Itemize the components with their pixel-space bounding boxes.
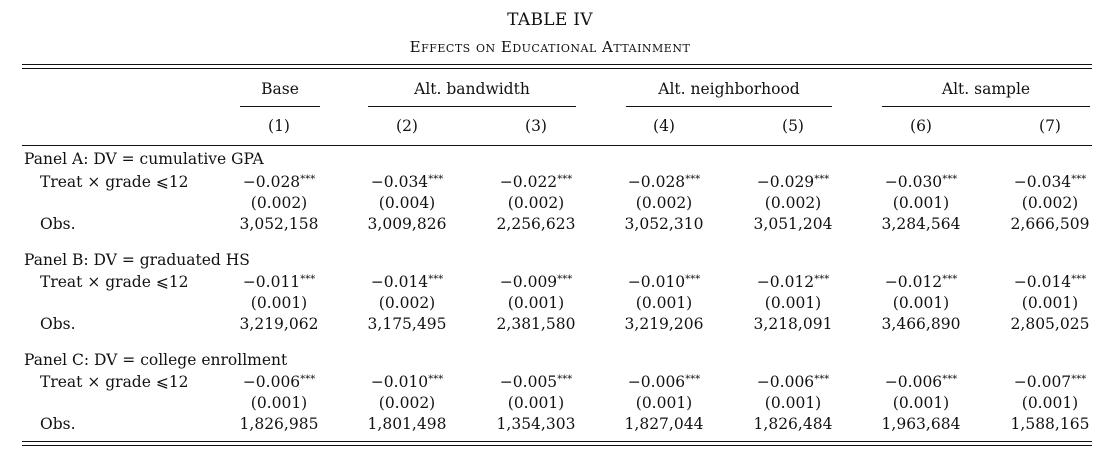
coef-cell: −0.009***	[499, 273, 573, 291]
panel-b-label: Panel B: DV = graduated HS	[24, 251, 250, 269]
obs-cell: 3,052,310	[624, 215, 704, 233]
se-cell: (0.002)	[378, 294, 436, 312]
coef-cell: −0.011***	[242, 273, 316, 291]
panel-b-treat-label: Treat × grade ⩽12	[40, 273, 189, 291]
se-cell: (0.002)	[507, 194, 565, 212]
se-cell: (0.002)	[635, 194, 693, 212]
coef-cell: −0.028***	[627, 173, 701, 191]
table-title: TABLE IV	[507, 10, 593, 30]
coef-cell: −0.034***	[1013, 173, 1087, 191]
top-rule-2	[22, 68, 1092, 69]
coef-cell: −0.006***	[627, 373, 701, 391]
panel-a-obs-label: Obs.	[40, 215, 76, 233]
column-number: (3)	[525, 117, 547, 135]
column-number: (2)	[396, 117, 418, 135]
obs-cell: 1,826,985	[239, 415, 319, 433]
obs-cell: 3,009,826	[367, 215, 447, 233]
coef-cell: −0.006***	[884, 373, 958, 391]
coef-cell: −0.007***	[1013, 373, 1087, 391]
obs-cell: 1,588,165	[1010, 415, 1090, 433]
obs-cell: 2,256,623	[496, 215, 576, 233]
group-line-alt-neighborhood	[626, 106, 832, 107]
group-head-alt-sample: Alt. sample	[941, 80, 1031, 98]
se-cell: (0.001)	[635, 294, 693, 312]
se-cell: (0.001)	[892, 394, 950, 412]
obs-cell: 1,801,498	[367, 415, 447, 433]
group-head-base: Base	[261, 80, 299, 98]
coef-cell: −0.010***	[627, 273, 701, 291]
coef-cell: −0.030***	[884, 173, 958, 191]
coef-cell: −0.006***	[242, 373, 316, 391]
se-cell: (0.001)	[507, 394, 565, 412]
obs-cell: 3,219,062	[239, 315, 319, 333]
se-cell: (0.001)	[250, 394, 308, 412]
coef-cell: −0.029***	[756, 173, 830, 191]
panel-c-treat-label: Treat × grade ⩽12	[40, 373, 189, 391]
obs-cell: 1,963,684	[881, 415, 961, 433]
coef-cell: −0.010***	[370, 373, 444, 391]
se-cell: (0.001)	[764, 394, 822, 412]
coef-cell: −0.012***	[756, 273, 830, 291]
se-cell: (0.002)	[1021, 194, 1079, 212]
group-head-alt-bandwidth: Alt. bandwidth	[414, 80, 530, 98]
column-number: (7)	[1039, 117, 1061, 135]
group-line-alt-bandwidth	[368, 106, 576, 107]
obs-cell: 3,052,158	[239, 215, 319, 233]
se-cell: (0.001)	[892, 194, 950, 212]
coef-cell: −0.034***	[370, 173, 444, 191]
panel-c-obs-label: Obs.	[40, 415, 76, 433]
obs-cell: 1,354,303	[496, 415, 576, 433]
coef-cell: −0.006***	[756, 373, 830, 391]
column-number: (4)	[653, 117, 675, 135]
panel-a-treat-label: Treat × grade ⩽12	[40, 173, 189, 191]
se-cell: (0.001)	[507, 294, 565, 312]
se-cell: (0.004)	[378, 194, 436, 212]
se-cell: (0.001)	[764, 294, 822, 312]
table-subtitle: Effects on Educational Attainment	[409, 38, 691, 56]
obs-cell: 1,826,484	[753, 415, 833, 433]
se-cell: (0.002)	[764, 194, 822, 212]
obs-cell: 3,284,564	[881, 215, 961, 233]
coef-cell: −0.012***	[884, 273, 958, 291]
coef-cell: −0.005***	[499, 373, 573, 391]
obs-cell: 2,381,580	[496, 315, 576, 333]
obs-cell: 2,805,025	[1010, 315, 1090, 333]
obs-cell: 3,219,206	[624, 315, 704, 333]
top-rule-1	[22, 64, 1092, 65]
se-cell: (0.002)	[250, 194, 308, 212]
panel-b-obs-label: Obs.	[40, 315, 76, 333]
coef-cell: −0.022***	[499, 173, 573, 191]
panel-a-label: Panel A: DV = cumulative GPA	[24, 150, 264, 168]
obs-cell: 3,051,204	[753, 215, 833, 233]
column-number: (1)	[268, 117, 290, 135]
se-cell: (0.001)	[635, 394, 693, 412]
panel-c-label: Panel C: DV = college enrollment	[24, 351, 288, 369]
coef-cell: −0.014***	[370, 273, 444, 291]
header-rule	[22, 145, 1092, 146]
obs-cell: 3,175,495	[367, 315, 447, 333]
coef-cell: −0.028***	[242, 173, 316, 191]
column-number: (6)	[910, 117, 932, 135]
coef-cell: −0.014***	[1013, 273, 1087, 291]
se-cell: (0.001)	[250, 294, 308, 312]
obs-cell: 1,827,044	[624, 415, 704, 433]
se-cell: (0.001)	[1021, 294, 1079, 312]
group-line-alt-sample	[882, 106, 1090, 107]
se-cell: (0.001)	[892, 294, 950, 312]
bottom-rule-2	[22, 445, 1092, 446]
column-number: (5)	[782, 117, 804, 135]
group-head-alt-neighborhood: Alt. neighborhood	[658, 80, 800, 98]
bottom-rule-1	[22, 441, 1092, 442]
obs-cell: 2,666,509	[1010, 215, 1090, 233]
se-cell: (0.001)	[1021, 394, 1079, 412]
obs-cell: 3,218,091	[753, 315, 833, 333]
group-line-base	[240, 106, 320, 107]
obs-cell: 3,466,890	[881, 315, 961, 333]
se-cell: (0.002)	[378, 394, 436, 412]
